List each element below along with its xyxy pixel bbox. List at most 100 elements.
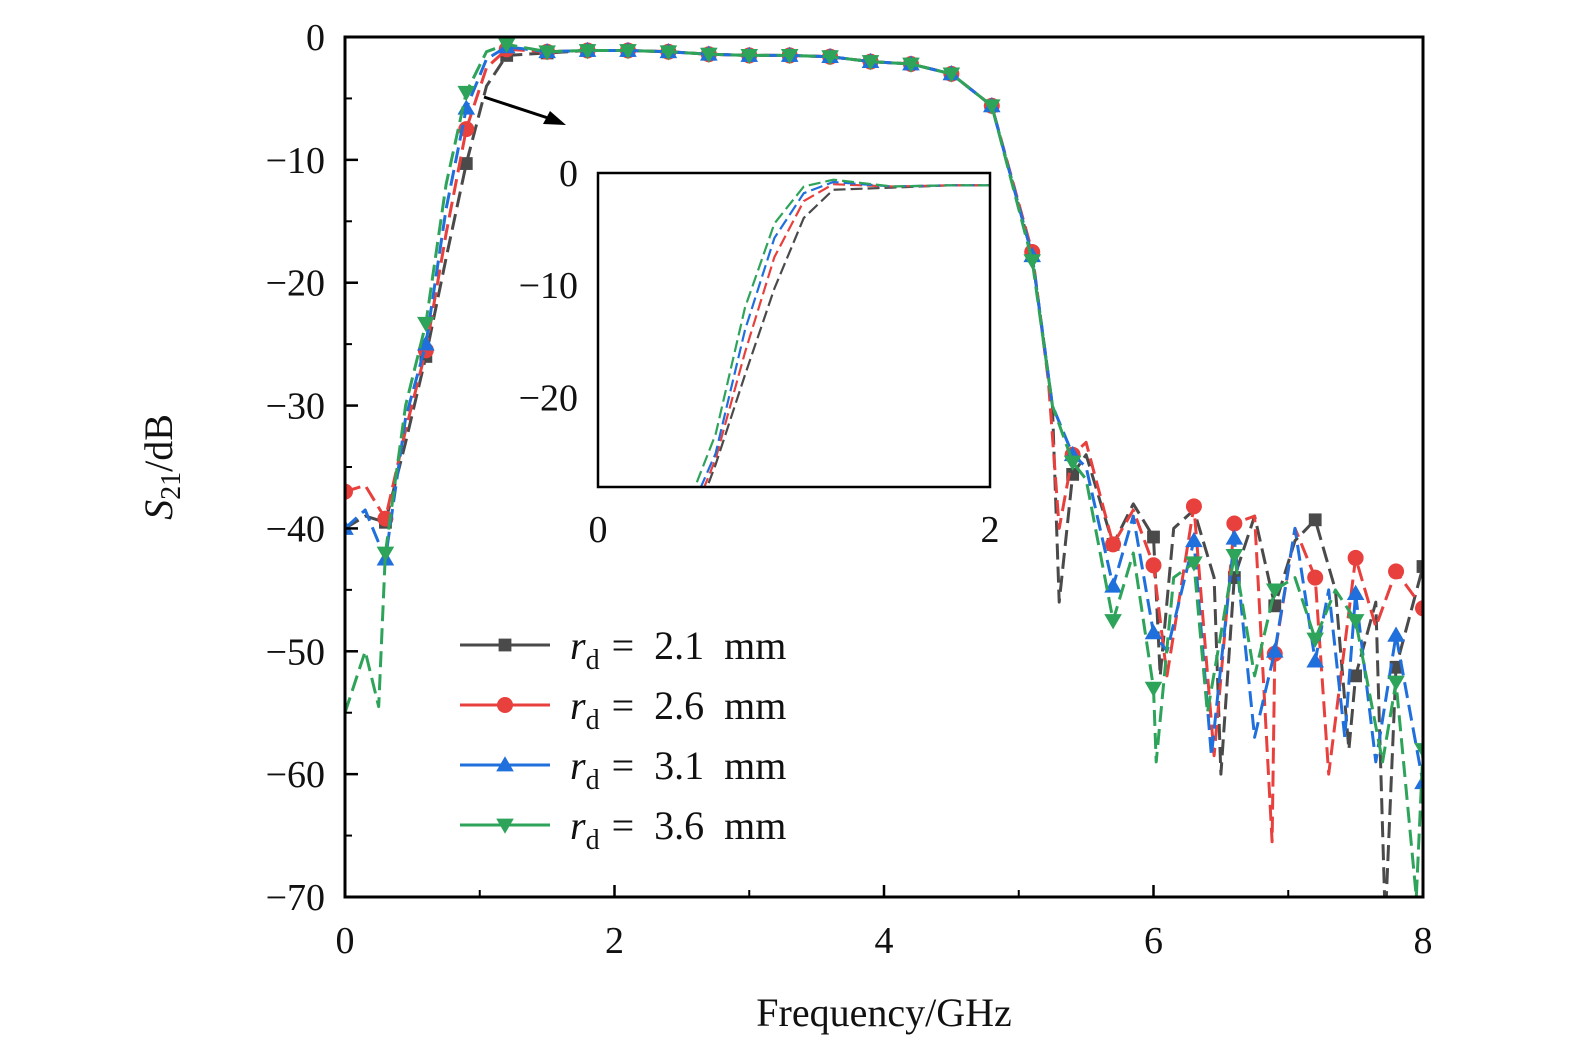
inset-y-tick-label: 0	[559, 153, 578, 195]
triangle-down-marker	[417, 316, 435, 333]
circle-marker	[1185, 498, 1202, 515]
legend-var: r	[570, 743, 586, 788]
main-series-group	[345, 37, 1423, 897]
triangle-down-marker	[659, 45, 678, 61]
circle-marker	[1145, 557, 1162, 574]
triangle-down-marker	[497, 37, 516, 54]
triangle-down-marker	[861, 55, 880, 71]
triangle-down-marker	[496, 818, 514, 834]
x-axis-label: Frequency/GHz	[756, 990, 1011, 1035]
legend-value: = 3.6 mm	[612, 803, 787, 848]
triangle-down-marker	[700, 47, 718, 63]
triangle-down-marker	[821, 50, 839, 66]
square-marker	[1416, 560, 1423, 573]
triangle-down-marker	[538, 45, 556, 61]
legend-label: rd = 2.6 mm	[570, 683, 786, 736]
triangle-down-marker	[1265, 583, 1284, 599]
square-marker	[459, 157, 473, 170]
triangle-down-marker	[1063, 455, 1082, 471]
circle-marker	[1307, 569, 1324, 586]
legend-label: rd = 3.1 mm	[570, 743, 786, 796]
square-marker	[498, 638, 512, 652]
inset-series-line-3	[699, 180, 990, 487]
legend-sub: d	[586, 825, 600, 856]
triangle-down-marker	[457, 85, 476, 102]
y-tick-label: −50	[266, 631, 325, 673]
y-tick-label: −20	[266, 263, 325, 305]
circle-marker	[1226, 515, 1243, 532]
triangle-down-marker	[1144, 681, 1163, 697]
inset-arrow	[483, 95, 566, 125]
triangle-up-marker	[1225, 529, 1244, 545]
inset-series-line-4	[693, 178, 990, 487]
legend-var: r	[570, 803, 586, 848]
x-tick-label: 6	[1144, 920, 1163, 962]
triangle-up-marker	[1265, 642, 1284, 658]
y-tick-label: −60	[266, 754, 325, 796]
triangle-down-marker	[1185, 556, 1203, 572]
square-marker	[1349, 669, 1363, 683]
triangle-down-marker	[376, 546, 395, 562]
x-tick-label: 0	[336, 920, 355, 962]
series-line-3	[345, 45, 1423, 783]
legend-var: r	[570, 683, 586, 728]
inset-y-tick-label: −10	[519, 265, 578, 307]
inset-axes: 0 2 0 −10 −20	[519, 153, 1000, 551]
triangle-up-marker	[1306, 652, 1324, 668]
triangle-down-marker	[619, 44, 637, 60]
circle-marker	[1347, 549, 1364, 566]
triangle-up-marker	[1104, 577, 1122, 593]
triangle-down-marker	[1306, 632, 1324, 648]
circle-marker	[1105, 536, 1122, 553]
inset-series-line-2	[703, 183, 990, 487]
series-line-1	[345, 49, 1423, 897]
inset-x-tick-label: 0	[589, 509, 608, 551]
square-marker	[1147, 530, 1160, 544]
legend-label: rd = 3.6 mm	[570, 803, 786, 856]
triangle-down-marker	[740, 49, 759, 65]
legend-sub: d	[586, 765, 600, 796]
triangle-down-marker	[1225, 549, 1244, 565]
x-tick-label: 8	[1414, 920, 1433, 962]
triangle-up-marker	[1387, 626, 1405, 642]
y-axis-label: S21/dB	[136, 414, 187, 520]
y-tick-label: −30	[266, 386, 325, 428]
inset-series-group	[693, 178, 990, 487]
y-tick-label: −70	[266, 877, 325, 919]
x-tick-label: 2	[605, 920, 624, 962]
circle-marker	[345, 483, 353, 500]
triangle-down-marker	[1387, 675, 1405, 691]
triangle-down-marker	[1414, 743, 1423, 759]
triangle-up-marker	[496, 756, 514, 772]
triangle-up-marker	[1144, 624, 1163, 640]
series-line-4	[345, 42, 1423, 897]
y-label-unit: /dB	[136, 414, 181, 472]
triangle-up-marker	[1346, 584, 1365, 600]
legend-value: = 2.6 mm	[612, 683, 787, 728]
circle-marker	[1415, 600, 1423, 617]
triangle-down-marker	[902, 57, 920, 73]
y-tick-label: 0	[306, 17, 325, 59]
inset-background	[598, 173, 990, 487]
triangle-down-marker	[780, 49, 799, 65]
y-label-var: S	[136, 500, 181, 520]
circle-marker	[1388, 563, 1405, 580]
legend-sub: d	[586, 705, 600, 736]
legend-value: = 2.1 mm	[612, 623, 787, 668]
triangle-down-marker	[1023, 254, 1042, 270]
square-marker	[1308, 513, 1322, 527]
main-axes: 0 2 4 6 8 0 −10 −20 −30 −40 −50 −60 −70	[266, 17, 1433, 962]
legend-value: = 3.1 mm	[612, 743, 787, 788]
y-tick-label: −10	[266, 140, 325, 182]
x-tick-label: 4	[875, 920, 894, 962]
legend-label: rd = 2.1 mm	[570, 623, 786, 676]
inset-y-tick-label: −20	[519, 377, 578, 419]
triangle-down-marker	[578, 44, 597, 60]
triangle-down-marker	[942, 67, 961, 83]
legend-sub: d	[586, 645, 600, 676]
y-tick-label: −40	[266, 508, 325, 550]
triangle-down-marker	[1346, 614, 1365, 630]
y-label-sub: 21	[156, 472, 187, 500]
triangle-down-marker	[983, 99, 1001, 115]
